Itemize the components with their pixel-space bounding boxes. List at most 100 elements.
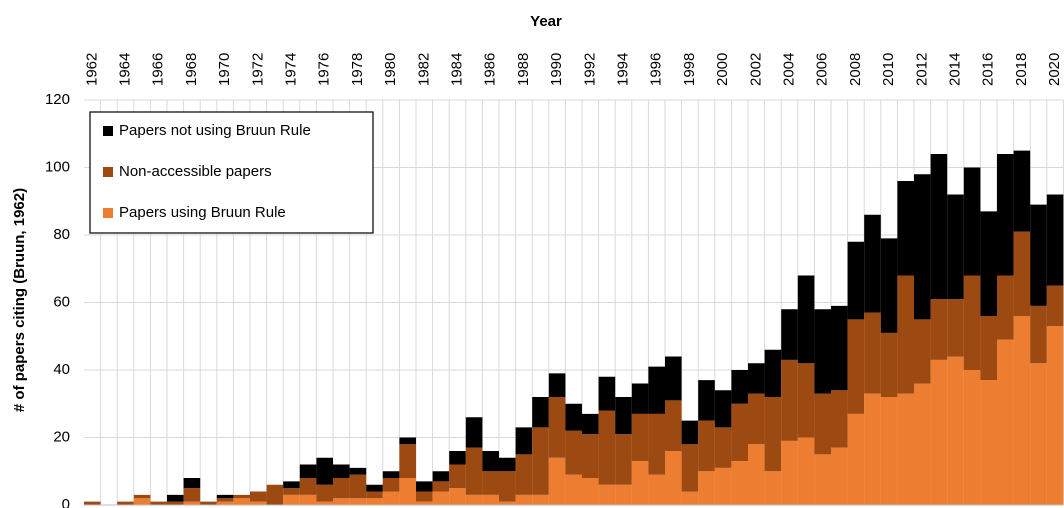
bar-segment <box>847 319 865 414</box>
bar-segment <box>449 488 466 505</box>
bar-segment <box>831 390 848 448</box>
bar-segment <box>648 413 665 475</box>
bar-segment <box>897 181 914 276</box>
y-tick-label: 60 <box>53 293 70 310</box>
bar-segment <box>216 501 234 505</box>
bar-segment <box>333 498 350 505</box>
bar-segment <box>681 491 699 505</box>
x-tick-label: 1980 <box>382 53 399 86</box>
bar-segment <box>167 494 184 502</box>
x-tick-label: 1996 <box>648 53 665 86</box>
bar-segment <box>615 434 632 485</box>
x-tick-label: 1986 <box>482 53 499 86</box>
x-tick-label: 1964 <box>116 53 133 86</box>
bar-segment <box>681 444 699 492</box>
bar-segment <box>349 498 367 505</box>
bar-segment <box>847 413 865 505</box>
bar-segment <box>748 393 765 445</box>
bar-segment <box>316 484 333 502</box>
bar-segment <box>864 393 881 505</box>
bar-segment <box>465 447 483 495</box>
x-tick-label: 1982 <box>415 53 432 86</box>
bar-segment <box>997 275 1014 340</box>
bar-segment <box>947 194 964 300</box>
x-tick-label: 1984 <box>448 53 465 86</box>
bar-segment <box>382 471 400 478</box>
x-tick-label: 1990 <box>548 53 565 86</box>
legend-swatch <box>103 167 113 177</box>
bar-segment <box>980 211 997 316</box>
bar-segment <box>963 275 981 370</box>
x-axis-title: Year <box>530 13 562 30</box>
bar-segment <box>482 494 499 505</box>
bar-segment <box>216 498 234 502</box>
bar-segment <box>465 417 483 448</box>
bar-segment <box>963 370 981 505</box>
bar-segment <box>897 393 914 505</box>
x-tick-label: 1966 <box>150 53 167 86</box>
bar-segment <box>150 501 167 505</box>
bar-segment <box>864 214 881 313</box>
bar-segment <box>831 447 848 505</box>
bar-segment <box>714 390 732 428</box>
bar-segment <box>631 461 649 505</box>
bar-segment <box>299 494 317 505</box>
plot: 0 20 40 60 80 100 120 1962 1964 1966 1968 1970 1972 1… <box>45 53 1064 508</box>
bar-segment <box>349 467 367 475</box>
bar-segment <box>382 491 400 505</box>
legend-swatch <box>103 126 113 136</box>
x-tick-label: 2016 <box>980 53 997 86</box>
bar-segment <box>482 451 499 472</box>
bar-segment <box>133 498 151 505</box>
bar-segment <box>1013 231 1031 316</box>
x-tick-label: 1962 <box>83 53 100 86</box>
bar-segment <box>714 467 732 505</box>
bar-segment <box>133 494 151 499</box>
bar-segment <box>216 494 234 499</box>
bar-segment <box>598 376 616 411</box>
bar-segment <box>499 471 516 502</box>
bar-segment <box>299 464 317 478</box>
bar-segment <box>764 471 782 505</box>
bar-segment <box>333 464 350 478</box>
bar-segment <box>698 380 715 421</box>
x-tick-label: 2020 <box>1046 53 1063 86</box>
bar-segment <box>980 380 997 505</box>
x-tick-label: 2018 <box>1013 53 1030 86</box>
bar-segment <box>366 498 383 505</box>
x-tick-label: 1998 <box>681 53 698 86</box>
x-tick-label: 1994 <box>614 53 631 86</box>
bar-segment <box>449 451 466 465</box>
bar-segment <box>482 471 499 495</box>
x-tick-label: 1970 <box>216 53 233 86</box>
bar-segment <box>615 397 632 435</box>
bar-segment <box>299 478 317 495</box>
bar-segment <box>880 397 898 505</box>
bar-segment <box>532 494 549 505</box>
bar-segment <box>266 484 284 505</box>
bar-segment <box>880 238 898 333</box>
bar-segment <box>548 373 566 397</box>
bar-segment <box>499 501 516 505</box>
bar-segment <box>183 478 201 489</box>
bar-segment <box>432 491 450 505</box>
bar-segment <box>648 366 665 414</box>
bar-segment <box>565 403 582 431</box>
legend: Papers not using Bruun Rule Non-accessibl… <box>89 111 374 234</box>
bar-segment <box>1013 316 1031 505</box>
bar-segment <box>781 440 798 505</box>
bar-segment <box>283 494 300 505</box>
bar-segment <box>399 478 416 505</box>
bar-segment <box>565 430 582 475</box>
y-tick-label: 120 <box>45 91 70 108</box>
bar-segment <box>532 427 549 495</box>
x-tick-label: 2010 <box>880 53 897 86</box>
bar-segment <box>764 397 782 472</box>
bar-segment <box>1030 204 1047 306</box>
bar-segment <box>665 451 682 505</box>
bar-segment <box>930 299 948 360</box>
bar-segment <box>432 471 450 482</box>
bar-segment <box>997 339 1014 505</box>
bar-segment <box>631 413 649 462</box>
